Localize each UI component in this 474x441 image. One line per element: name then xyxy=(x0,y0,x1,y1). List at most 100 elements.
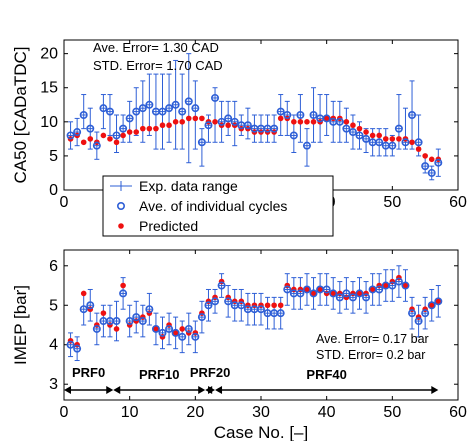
range-arrow: PRF20 xyxy=(190,365,230,394)
range-arrow-head xyxy=(208,386,216,394)
average-point xyxy=(270,124,279,133)
average-point xyxy=(99,104,108,113)
average-point xyxy=(92,324,101,333)
average-point xyxy=(302,285,311,294)
legend-marker-circle xyxy=(117,202,126,211)
predicted-point xyxy=(140,125,146,132)
predicted-point xyxy=(146,125,153,132)
predicted-point xyxy=(126,129,133,135)
error-annotation: STD. Error= 0.2 bar xyxy=(316,348,425,362)
average-point xyxy=(394,124,403,133)
predicted-point xyxy=(304,286,310,293)
predicted-point xyxy=(133,129,140,135)
average-point xyxy=(224,114,233,123)
predicted-point xyxy=(363,129,369,135)
imep-panel: 0 10 20 30 40 50 60 3 4 5 6 IMEP [bar] Case No. [–] A… xyxy=(11,249,467,441)
y-axis-label: CA50 [CADaTDC] xyxy=(11,47,30,184)
average-point xyxy=(348,128,357,137)
average-point xyxy=(165,324,174,333)
predicted-point xyxy=(323,115,330,122)
average-point xyxy=(171,100,180,109)
average-point xyxy=(217,281,226,290)
predicted-point xyxy=(113,326,120,332)
average-point xyxy=(276,107,285,116)
predicted-point xyxy=(172,330,179,336)
average-point xyxy=(178,332,187,341)
average-point xyxy=(421,162,430,171)
x-tick-label: 60 xyxy=(449,404,467,421)
predicted-point xyxy=(356,290,363,297)
average-point xyxy=(145,100,154,109)
predicted-point xyxy=(369,132,376,139)
predicted-point xyxy=(159,122,166,129)
average-point xyxy=(151,324,160,333)
average-point xyxy=(92,141,101,150)
average-point xyxy=(132,107,141,116)
average-point xyxy=(230,117,239,126)
predicted-point xyxy=(389,136,396,142)
predicted-point xyxy=(264,302,271,309)
error-annotation: Ave. Error= 1.30 CAD xyxy=(93,40,219,55)
predicted-point xyxy=(185,115,192,122)
predicted-point xyxy=(100,310,107,316)
average-point xyxy=(296,111,305,120)
legend-marker-dot xyxy=(118,223,124,229)
predicted-point xyxy=(80,139,87,146)
y-tick-label: 10 xyxy=(40,114,58,131)
average-point xyxy=(119,289,128,298)
average-point xyxy=(283,111,292,120)
predicted-point xyxy=(277,115,284,122)
x-tick-label: 0 xyxy=(60,194,69,211)
x-tick-label: 40 xyxy=(318,404,336,421)
y-tick-label: 0 xyxy=(49,182,58,199)
average-point xyxy=(348,293,357,302)
y-tick-label: 3 xyxy=(49,376,58,393)
predicted-point xyxy=(310,119,317,125)
predicted-point xyxy=(120,132,126,139)
average-point xyxy=(165,104,174,113)
predicted-point xyxy=(153,326,159,332)
x-tick-label: 30 xyxy=(252,404,270,421)
range-arrow-head xyxy=(431,386,439,394)
average-point xyxy=(197,313,206,322)
average-point xyxy=(394,277,403,286)
predicted-point xyxy=(396,136,402,142)
average-point xyxy=(289,131,298,140)
predicted-point xyxy=(382,282,389,289)
average-point xyxy=(132,313,141,322)
average-point xyxy=(322,114,331,123)
average-point xyxy=(191,104,200,113)
predicted-point xyxy=(317,286,323,293)
predicted-point xyxy=(120,282,126,289)
predicted-point xyxy=(297,119,304,125)
average-point xyxy=(309,289,318,298)
average-point xyxy=(427,168,436,177)
average-point xyxy=(145,305,154,314)
average-point xyxy=(355,289,364,298)
predicted-point xyxy=(428,156,435,163)
predicted-point xyxy=(350,122,356,129)
average-point xyxy=(125,114,134,123)
range-arrow: PRF40 xyxy=(215,367,439,394)
predicted-point xyxy=(113,139,120,146)
average-point xyxy=(86,124,95,133)
average-point xyxy=(408,111,417,120)
average-point xyxy=(237,301,246,310)
average-point xyxy=(204,121,213,130)
range-label: PRF20 xyxy=(190,365,230,380)
predicted-point xyxy=(304,119,310,125)
predicted-point xyxy=(153,125,159,132)
x-tick-label: 0 xyxy=(60,404,69,421)
range-arrow-head xyxy=(106,386,114,394)
x-tick-label: 60 xyxy=(449,194,467,211)
predicted-point xyxy=(415,146,422,152)
range-arrow: PRF10 xyxy=(113,367,206,394)
predicted-point xyxy=(291,119,297,125)
predicted-point xyxy=(80,290,87,297)
predicted-point xyxy=(87,136,94,142)
y-axis-label: IMEP [bar] xyxy=(11,285,30,365)
predicted-point xyxy=(428,302,435,309)
average-point xyxy=(158,107,167,116)
average-point xyxy=(296,289,305,298)
